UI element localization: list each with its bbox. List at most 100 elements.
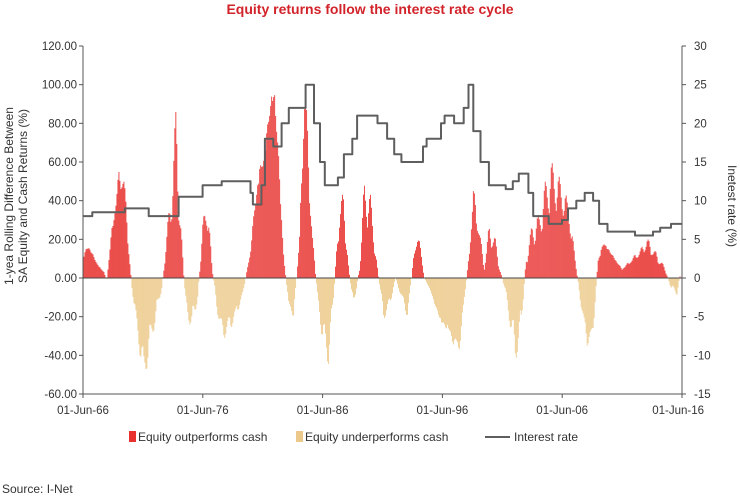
excess-return-bar [355,278,356,295]
excess-return-bar [176,143,178,278]
excess-return-bar [614,260,616,278]
excess-return-bar [124,188,126,278]
excess-return-bar [581,278,583,311]
excess-return-bar [182,257,184,278]
excess-return-bar [166,236,168,278]
excess-return-bar [562,215,564,278]
excess-return-bar [634,254,636,278]
excess-return-bar [160,278,162,294]
excess-return-bar [123,181,125,278]
excess-return-bar [504,278,506,289]
excess-return-bar [276,131,278,278]
excess-return-bar [412,268,413,278]
axes-group [82,46,683,395]
excess-return-bar [224,278,226,338]
excess-return-bar [180,228,182,278]
excess-return-bar [498,269,500,278]
excess-return-bar [265,150,267,278]
excess-return-bar [633,255,635,278]
x-tick-label: 01-Jun-86 [297,405,349,417]
excess-return-bar [665,273,667,278]
excess-return-bar [155,278,157,312]
excess-return-bar [675,278,677,294]
excess-return-bar [577,278,579,282]
x-tick-label: 01-Jun-06 [536,405,588,417]
excess-return-bar [249,257,251,278]
excess-return-bar [253,216,255,278]
excess-return-bar [295,278,297,288]
excess-return-bar [480,244,482,278]
excess-return-bar [107,269,109,278]
excess-return-bar [115,205,117,278]
excess-return-bar [297,266,299,278]
excess-return-bar [649,246,651,278]
excess-return-bar [616,262,618,278]
excess-return-bar [144,278,146,363]
excess-return-bar [511,278,513,321]
excess-return-bar [357,278,358,282]
excess-return-bar [88,248,90,278]
excess-return-bar [593,278,595,319]
excess-return-bar [251,240,253,278]
excess-return-bar [248,262,250,278]
excess-return-bar [570,238,572,278]
excess-return-bar [269,115,271,278]
excess-return-bar [620,267,622,278]
excess-return-bar [433,278,435,304]
excess-return-bar [346,249,347,278]
excess-return-bar [474,205,476,278]
excess-return-bar [101,270,103,278]
legend-label-interest-rate: Interest rate [514,430,578,444]
excess-return-bar [325,278,327,334]
excess-return-bar [219,278,221,319]
y2-tick-label: 20 [694,118,707,130]
excess-return-bar [349,274,350,278]
excess-return-bar [403,278,404,298]
excess-return-bar [241,278,243,296]
excess-return-bar [478,235,480,278]
excess-return-bar [594,278,596,303]
excess-return-bar [509,278,511,328]
excess-return-bar [611,254,613,278]
excess-return-bar [211,263,213,278]
excess-return-bar [308,167,310,278]
excess-return-bar [207,230,209,278]
excess-return-bar [648,241,650,278]
excess-return-bar [356,278,357,289]
excess-return-bar [93,257,95,278]
excess-return-bar [387,278,388,305]
excess-return-bar [275,115,277,278]
excess-return-bar [353,278,354,298]
excess-return-bar [120,189,122,278]
excess-return-bar [496,256,498,278]
excess-return-bar [441,278,443,323]
excess-return-bar [458,278,460,350]
x-tick-label: 01-Jun-66 [57,405,109,417]
excess-return-bar [599,255,601,278]
excess-return-bar [431,278,433,297]
excess-return-bar [227,278,229,321]
excess-return-bar [505,278,507,293]
excess-return-bar [287,278,289,293]
excess-return-bar [615,261,617,278]
y-tick-label: 120.00 [42,41,77,53]
excess-return-bar [311,226,313,278]
excess-return-bar [661,262,663,278]
excess-return-bar [367,227,368,278]
excess-return-bar [485,253,487,278]
excess-return-bar [330,278,332,323]
excess-return-bar [401,278,402,295]
excess-return-bar [635,257,637,278]
excess-return-bar [545,186,547,278]
excess-return-bar [278,156,280,278]
excess-return-bar [491,246,493,278]
excess-return-bar [292,278,294,316]
excess-return-bar [322,278,324,335]
excess-return-bar [324,278,326,325]
excess-return-bar [588,278,590,337]
excess-return-bar [419,241,420,278]
excess-return-bar [148,278,150,339]
excess-return-bar [484,262,486,278]
excess-return-bar [215,278,217,295]
